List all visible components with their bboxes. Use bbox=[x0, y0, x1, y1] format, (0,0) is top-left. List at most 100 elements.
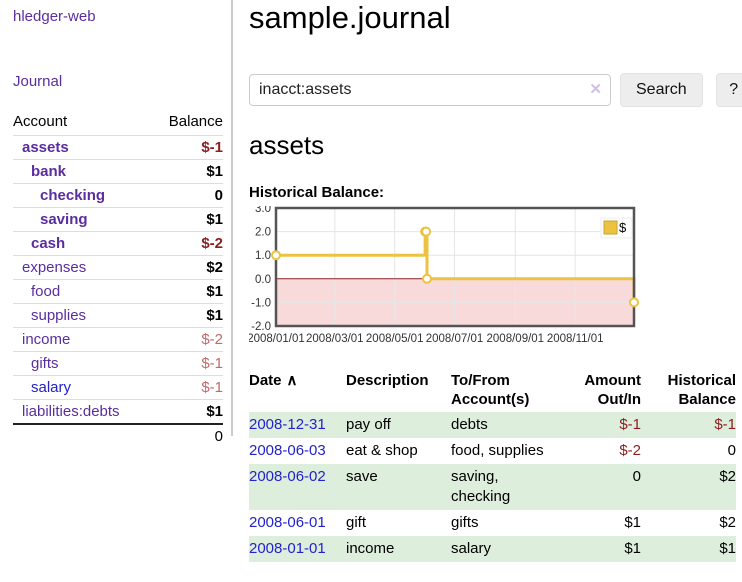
transaction-description: gift bbox=[346, 514, 367, 531]
help-button[interactable]: ? bbox=[715, 73, 742, 107]
account-heading: assets bbox=[249, 130, 325, 160]
account-balance: $-1 bbox=[152, 375, 223, 400]
register-row: 2008-12-31 pay off debts $-1 $-1 bbox=[249, 412, 736, 438]
transaction-date-link[interactable]: 2008-12-31 bbox=[249, 416, 326, 433]
account-row: gifts $-1 bbox=[13, 351, 223, 376]
account-link[interactable]: salary bbox=[31, 379, 72, 396]
transaction-date-link[interactable]: 2008-06-01 bbox=[249, 514, 326, 531]
account-balance: $-2 bbox=[152, 327, 223, 352]
transaction-amount: 0 bbox=[632, 468, 641, 485]
x-tick-label: 2008/11/01 bbox=[547, 333, 604, 345]
transaction-accounts: gifts bbox=[451, 514, 479, 531]
accounts-total-row: 0 bbox=[13, 423, 223, 448]
accounts-header-balance: Balance bbox=[168, 113, 223, 130]
x-tick-label: 2008/01/01 bbox=[249, 333, 305, 345]
plot-border bbox=[274, 206, 636, 328]
app: hledger-web Journal Account Balance asse… bbox=[0, 0, 742, 562]
account-row: income $-2 bbox=[13, 327, 223, 352]
account-balance: $-1 bbox=[152, 135, 223, 160]
account-row: assets $-1 bbox=[13, 135, 223, 160]
y-tick-label: -1.0 bbox=[251, 297, 271, 309]
account-balance: $2 bbox=[152, 255, 223, 280]
y-tick-label: 2.0 bbox=[255, 227, 271, 239]
y-tick-label: 0.0 bbox=[255, 274, 271, 286]
x-tick-label: 2008/07/01 bbox=[426, 333, 484, 345]
x-tick-label: 2008/05/01 bbox=[366, 333, 424, 345]
account-row: supplies $1 bbox=[13, 303, 223, 328]
y-tick-label: 3.0 bbox=[255, 206, 271, 215]
register-row: 2008-06-03 eat & shop food, supplies $-2 0 bbox=[249, 438, 736, 464]
transaction-date-link[interactable]: 2008-06-03 bbox=[249, 442, 326, 459]
transaction-balance: $2 bbox=[719, 514, 736, 531]
transaction-balance: $1 bbox=[719, 540, 736, 557]
register-row: 2008-06-02 save saving, checking 0 $2 bbox=[249, 464, 736, 510]
account-row: cash $-2 bbox=[13, 231, 223, 256]
account-balance: $1 bbox=[152, 303, 223, 328]
search-button[interactable]: Search bbox=[620, 73, 703, 107]
account-row: expenses $2 bbox=[13, 255, 223, 280]
register-table: Date ∧ Description To/From Account(s) Amo… bbox=[249, 368, 736, 562]
transaction-balance: 0 bbox=[727, 442, 736, 459]
account-row: checking 0 bbox=[13, 183, 223, 208]
x-tick-label: 2008/09/01 bbox=[487, 333, 545, 345]
account-link[interactable]: food bbox=[31, 283, 61, 300]
transaction-accounts: debts bbox=[451, 416, 488, 433]
transaction-description: eat & shop bbox=[346, 442, 418, 459]
register-table-body: 2008-12-31 pay off debts $-1 $-1 2008-06-03 ea… bbox=[249, 412, 736, 562]
data-point-marker bbox=[629, 297, 639, 308]
account-balance: $-2 bbox=[152, 231, 223, 256]
account-link[interactable]: liabilities:debts bbox=[22, 403, 120, 420]
y-tick-label: 1.0 bbox=[255, 250, 271, 262]
sort-ascending-icon: ∧ bbox=[286, 372, 298, 389]
account-row: liabilities:debts $1 bbox=[13, 399, 223, 424]
transaction-amount: $1 bbox=[624, 540, 641, 557]
account-link[interactable]: checking bbox=[40, 187, 106, 204]
legend-label: $ bbox=[619, 220, 627, 235]
accounts-table-body: assets $-1 bank $1 checking 0 saving $1 cash $-2 e… bbox=[13, 135, 223, 448]
account-balance: $-1 bbox=[152, 351, 223, 376]
account-balance: 0 bbox=[152, 183, 223, 208]
account-link[interactable]: gifts bbox=[31, 355, 59, 372]
accounts-total-value: 0 bbox=[152, 423, 223, 448]
data-point-marker bbox=[271, 250, 281, 261]
register-header-amount: Amount Out/In bbox=[584, 372, 641, 408]
sidebar-item-journal[interactable]: Journal bbox=[13, 73, 63, 90]
account-link[interactable]: supplies bbox=[31, 307, 87, 324]
transaction-accounts: salary bbox=[451, 540, 492, 557]
app-title-link[interactable]: hledger-web bbox=[13, 8, 96, 25]
account-row: bank $1 bbox=[13, 159, 223, 184]
account-link[interactable]: cash bbox=[31, 235, 66, 252]
clear-search-icon[interactable]: ✕ bbox=[589, 81, 602, 98]
search-input[interactable] bbox=[249, 74, 611, 106]
sidebar: hledger-web Journal Account Balance asse… bbox=[0, 0, 233, 448]
register-row: 2008-01-01 income salary $1 $1 bbox=[249, 536, 736, 562]
transaction-amount: $-2 bbox=[619, 442, 641, 459]
account-link[interactable]: assets bbox=[22, 139, 69, 156]
main-content: sample.journal ✕ Search ? assets Histori… bbox=[233, 0, 742, 562]
transaction-description: pay off bbox=[346, 416, 391, 433]
transaction-description: save bbox=[346, 468, 378, 485]
transaction-date-link[interactable]: 2008-06-02 bbox=[249, 468, 326, 485]
accounts-header-account: Account bbox=[13, 113, 68, 130]
register-header-accounts: To/From Account(s) bbox=[451, 372, 530, 408]
account-row: food $1 bbox=[13, 279, 223, 304]
account-balance: $1 bbox=[152, 159, 223, 184]
register-header-date[interactable]: Date ∧ bbox=[249, 372, 298, 389]
account-balance: $1 bbox=[152, 399, 223, 424]
account-balance: $1 bbox=[152, 207, 223, 232]
transaction-date-link[interactable]: 2008-01-01 bbox=[249, 540, 326, 557]
search-bar: ✕ Search ? bbox=[249, 73, 742, 107]
register-header-balance: Historical Balance bbox=[667, 372, 736, 408]
account-link[interactable]: bank bbox=[31, 163, 67, 180]
chart-mount: $3.0 2.0 1.0 0.0 -1.0 -2.0 2008/01/01 2008/03/0… bbox=[247, 203, 742, 354]
data-point-marker bbox=[421, 226, 432, 237]
account-link[interactable]: expenses bbox=[22, 259, 87, 276]
account-link[interactable]: saving bbox=[40, 211, 88, 228]
account-balance: $1 bbox=[152, 279, 223, 304]
account-link[interactable]: income bbox=[22, 331, 71, 348]
legend-swatch bbox=[603, 220, 618, 235]
account-row: salary $-1 bbox=[13, 375, 223, 400]
data-point-marker bbox=[422, 273, 432, 284]
chart-label: Historical Balance: bbox=[249, 184, 385, 201]
